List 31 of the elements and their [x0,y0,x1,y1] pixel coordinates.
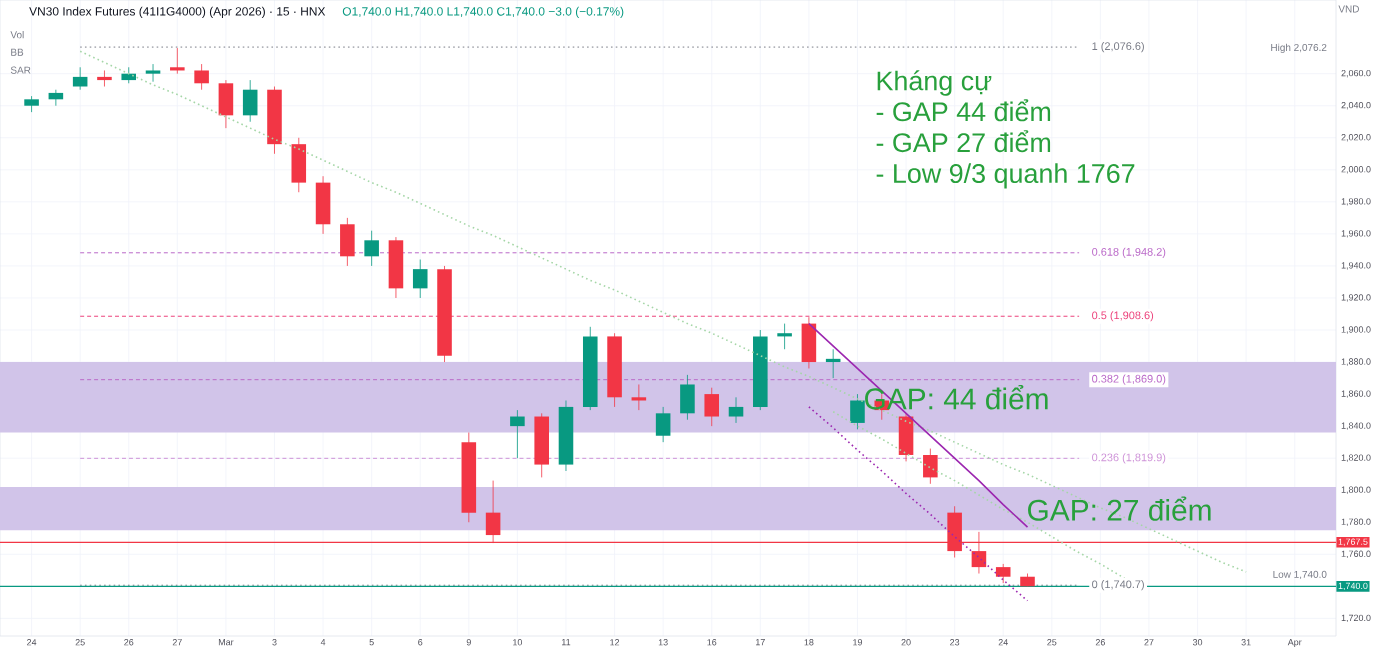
candlestick [170,47,185,75]
candlestick [704,387,720,427]
annotation: Kháng cự [877,70,992,96]
candlestick [777,323,792,350]
candlestick [242,79,258,123]
candlestick [145,63,161,83]
annotation: - GAP 44 điểm [876,99,1051,122]
candlestick [995,563,1011,584]
candlestick [340,217,355,267]
candlestick [728,396,744,424]
annotation: - Low 9/3 quanh 1767 [876,163,1135,189]
candlestick [801,316,817,369]
candlestick [412,259,428,299]
candlestick [898,412,914,462]
candlestick [72,66,88,91]
candlestick [850,393,865,430]
candlestick [923,448,938,485]
band-label: GAP: 27 điểm [1028,496,1211,521]
candlestick [655,406,671,443]
candlestick [291,137,307,193]
candlestick [194,63,209,91]
candlestick [218,79,234,129]
candlestick [97,70,112,87]
candlestick [364,230,379,267]
annotation: - GAP 27 điểm [876,130,1051,153]
candlestick [510,409,525,459]
candlestick [315,175,331,235]
candlestick [48,89,64,107]
line-series [808,406,1029,602]
candlestick [680,374,695,421]
candlestick [631,384,647,411]
